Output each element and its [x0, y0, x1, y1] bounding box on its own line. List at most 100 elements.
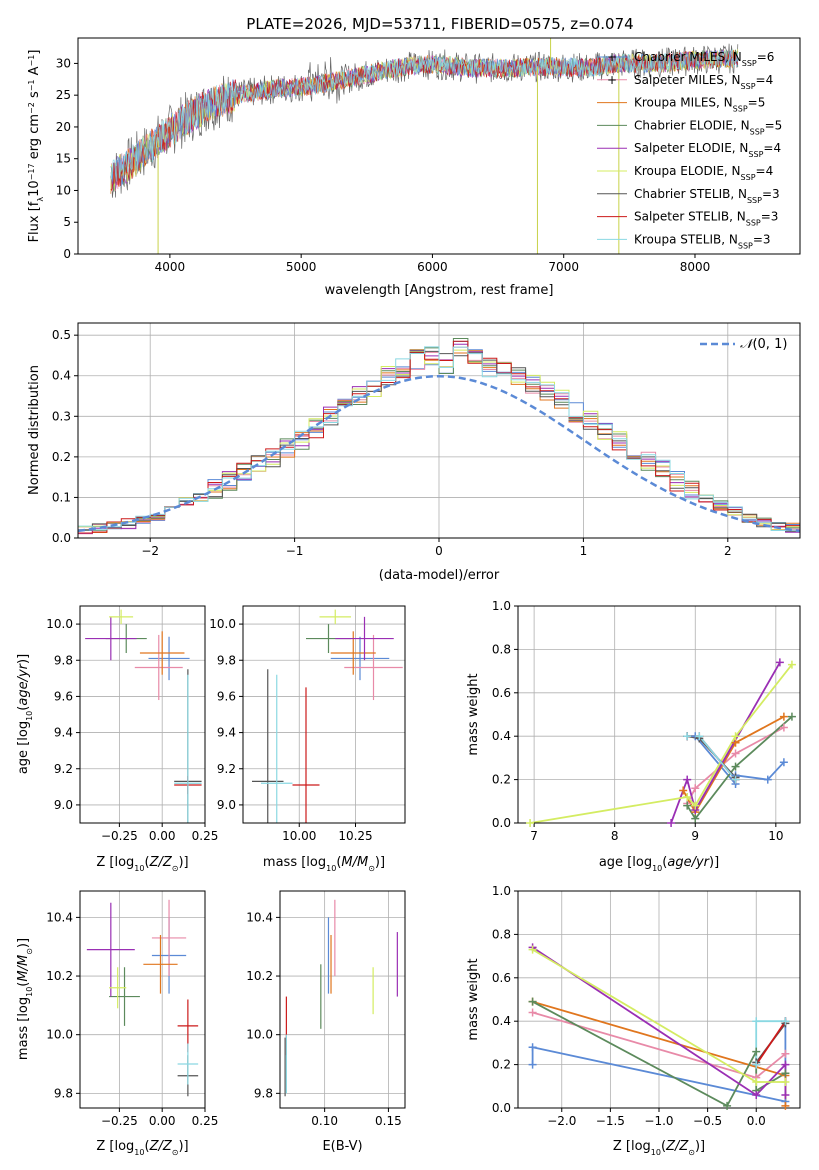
weight-marker	[731, 775, 740, 784]
x-tick-label: 0.10	[311, 1114, 338, 1128]
axes-frame	[279, 890, 406, 1109]
weight-marker	[763, 775, 772, 784]
plot-area	[252, 609, 403, 823]
weight-marker	[691, 801, 700, 810]
y-tick-label: 0.3	[52, 409, 71, 423]
axes-frame	[79, 605, 206, 824]
weight-marker	[731, 762, 740, 771]
legend-entry: Salpeter STELIB, NSSP=3	[634, 210, 778, 228]
weight-marker	[779, 712, 788, 721]
gaussian-curve	[78, 374, 800, 533]
figure-title: PLATE=2026, MJD=53711, FIBERID=0575, z=0…	[246, 15, 633, 33]
x-axis-label: age [log10(age/yr)]	[599, 855, 719, 873]
y-tick-label: 0.2	[492, 773, 511, 787]
axes-frame	[517, 605, 801, 824]
plot-area	[86, 899, 199, 1097]
x-tick-label: 4000	[155, 260, 186, 274]
weight-line	[686, 716, 793, 821]
x-tick-label: 0.25	[192, 829, 219, 843]
y-tick-label: 0.1	[52, 490, 71, 504]
x-tick-label: 10.00	[282, 829, 316, 843]
weight-marker	[781, 1069, 790, 1078]
x-tick-label: 0.00	[149, 829, 176, 843]
x-tick-label: 1	[580, 544, 588, 558]
histogram-steps	[78, 346, 800, 538]
weight-marker	[723, 1101, 732, 1110]
legend-entry: Salpeter MILES, NSSP=4	[634, 73, 773, 91]
y-tick-label: 10	[56, 183, 71, 197]
weight-marker	[752, 1077, 761, 1086]
weight-line	[687, 735, 737, 781]
weight-marker	[528, 945, 537, 954]
weight-marker	[731, 732, 740, 741]
y-tick-label: 0.4	[52, 369, 71, 383]
y-tick-label: 9.8	[217, 653, 236, 667]
y-tick-label: 0.4	[492, 1014, 511, 1028]
legend-entry: Chabrier STELIB, NSSP=3	[634, 187, 780, 205]
weight-marker	[787, 660, 796, 669]
y-tick-label: 9.8	[254, 1086, 273, 1100]
x-tick-label: 0.25	[192, 1114, 219, 1128]
y-axis-label: mass weight	[466, 673, 481, 755]
spectrum-line	[110, 48, 739, 182]
weight-marker	[695, 732, 704, 741]
y-tick-label: 1.0	[492, 599, 511, 613]
y-tick-label: 9.2	[217, 762, 236, 776]
y-tick-label: 10.2	[246, 969, 273, 983]
x-tick-label: 0	[435, 544, 443, 558]
weight-marker	[779, 758, 788, 767]
x-tick-label: 0.15	[375, 1114, 402, 1128]
legend-marker: +	[607, 73, 617, 87]
age-vs-metallicity-plot: −0.25 0.00 0.25 9.0 9.2 9.4 9.6 9.8 10.0 Z [log10…	[16, 605, 219, 873]
y-tick-label: 20	[56, 120, 71, 134]
weight-line	[755, 1020, 787, 1066]
weight-marker	[683, 732, 692, 741]
x-tick-label: 8000	[680, 260, 711, 274]
weight-marker	[528, 1060, 537, 1069]
x-tick-label: −0.5	[693, 1114, 722, 1128]
x-tick-label: 9	[691, 829, 699, 843]
weight-marker	[691, 814, 700, 823]
y-tick-label: 0	[63, 247, 71, 261]
y-tick-label: 0.4	[492, 729, 511, 743]
y-tick-label: 10.4	[46, 910, 73, 924]
weight-marker	[731, 749, 740, 758]
y-tick-label: 10.0	[246, 1028, 273, 1042]
weight-marker	[781, 1017, 790, 1026]
x-tick-label: 10.25	[338, 829, 372, 843]
weight-marker	[679, 786, 688, 795]
y-tick-label: 0.0	[492, 816, 511, 830]
weight-marker	[683, 801, 692, 810]
x-tick-label: 8	[611, 829, 619, 843]
x-tick-label: −1.0	[644, 1114, 673, 1128]
axes-frame	[79, 890, 206, 1109]
weight-marker	[781, 1090, 790, 1099]
weight-marker	[752, 1017, 761, 1026]
y-tick-label: 10.2	[46, 969, 73, 983]
weight-marker	[691, 784, 700, 793]
y-tick-label: 10.0	[209, 617, 236, 631]
y-tick-label: 9.0	[54, 798, 73, 812]
axes-frame	[77, 37, 801, 255]
weight-marker	[683, 775, 692, 784]
legend-entry: Kroupa MILES, NSSP=5	[634, 96, 765, 114]
spectrum-plot: 4000 5000 6000 7000 8000 0 5 10 15 20 25 30 waveleng…	[27, 37, 801, 298]
y-tick-label: 25	[56, 88, 71, 102]
legend-entry: Kroupa STELIB, NSSP=3	[634, 232, 771, 250]
y-tick-label: 9.4	[217, 726, 236, 740]
weight-marker	[667, 819, 676, 827]
weight-vs-age-plot: 7 8 9 10 0.0 0.2 0.4 0.6 0.8 1.0 age [log10(age/yr…	[466, 599, 801, 873]
weight-marker	[752, 1047, 761, 1056]
weight-marker	[781, 1101, 790, 1110]
weight-marker	[683, 792, 692, 801]
mass-vs-extinction-plot: 0.10 0.15 9.8 10.0 10.2 10.4 E(B-V)	[246, 890, 406, 1154]
y-axis-label: age [log10(age/yr)]	[16, 654, 34, 774]
x-axis-label: Z [log10(Z/Z⊙)]	[613, 1139, 705, 1157]
age-vs-mass-plot: 10.00 10.25 9.0 9.2 9.4 9.6 9.8 10.0 mass [log10…	[209, 605, 406, 873]
weight-marker	[781, 1060, 790, 1069]
y-tick-label: 0.0	[52, 531, 71, 545]
y-tick-label: 0.6	[492, 686, 511, 700]
weight-marker	[781, 1049, 790, 1058]
y-axis-label: Normed distribution	[27, 365, 42, 495]
x-tick-label: 7000	[548, 260, 579, 274]
